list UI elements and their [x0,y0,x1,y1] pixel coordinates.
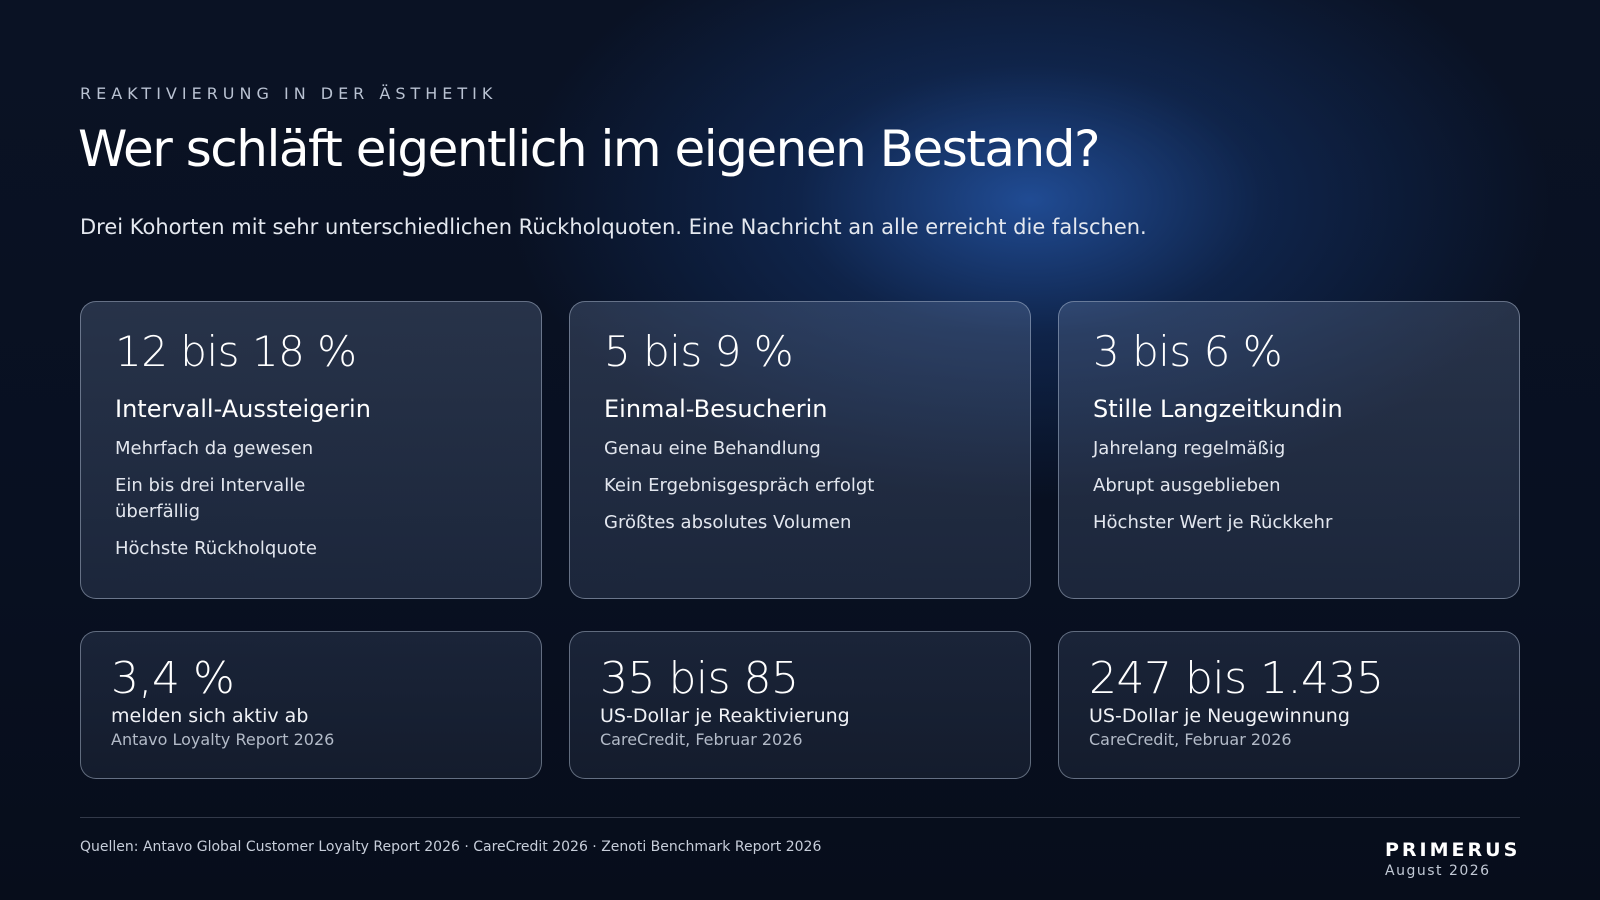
cohort-trait-list: Jahrelang regelmäßig Abrupt ausgeblieben… [1093,436,1485,536]
page-title: Wer schläft eigentlich im eigenen Bestan… [78,120,1101,178]
cohort-card-intervall: 12 bis 18 % Intervall-Aussteigerin Mehrf… [80,301,542,599]
cohort-name: Intervall-Aussteigerin [115,395,371,423]
footer-divider [80,817,1520,818]
cohort-rate: 12 bis 18 % [115,327,357,376]
stat-source: Antavo Loyalty Report 2026 [111,730,335,749]
stat-label: US-Dollar je Reaktivierung [600,705,850,727]
stat-card-reaktivierung: 35 bis 85 US-Dollar je Reaktivierung Car… [569,631,1031,779]
eyebrow-label: REAKTIVIERUNG IN DER ÄSTHETIK [80,84,498,103]
stat-card-neugewinnung: 247 bis 1.435 US-Dollar je Neugewinnung … [1058,631,1520,779]
page-subtitle: Drei Kohorten mit sehr unterschiedlichen… [80,215,1147,239]
cohort-trait: Kein Ergebnisgespräch erfolgt [604,475,875,496]
cohort-card-langzeit: 3 bis 6 % Stille Langzeitkundin Jahrelan… [1058,301,1520,599]
cohort-name: Stille Langzeitkundin [1093,395,1343,423]
stat-source: CareCredit, Februar 2026 [600,730,803,749]
cohort-trait: Abrupt ausgeblieben [1093,475,1281,496]
cohort-trait-list: Mehrfach da gewesen Ein bis drei Interva… [115,436,507,562]
footer-sources: Quellen: Antavo Global Customer Loyalty … [80,839,822,855]
brand-logo: PRIMERUS [1385,839,1521,861]
cohort-trait-list: Genau eine Behandlung Kein Ergebnisgespr… [604,436,996,536]
cohort-trait: Ein bis drei Intervalle überfällig [115,475,306,522]
cohort-rate: 5 bis 9 % [604,327,794,376]
cohort-trait: Höchster Wert je Rückkehr [1093,512,1333,533]
stat-label: melden sich aktiv ab [111,705,309,727]
cohort-trait: Mehrfach da gewesen [115,438,314,459]
cohort-trait: Jahrelang regelmäßig [1093,438,1286,459]
stat-source: CareCredit, Februar 2026 [1089,730,1292,749]
stat-value: 3,4 % [111,653,235,704]
stat-value: 247 bis 1.435 [1089,653,1384,704]
cohort-trait: Größtes absolutes Volumen [604,512,852,533]
stat-card-abmeldung: 3,4 % melden sich aktiv ab Antavo Loyalt… [80,631,542,779]
footer-date: August 2026 [1385,863,1491,879]
stat-value: 35 bis 85 [600,653,799,704]
cohort-card-einmal: 5 bis 9 % Einmal-Besucherin Genau eine B… [569,301,1031,599]
cohort-trait: Höchste Rückholquote [115,538,317,559]
stat-label: US-Dollar je Neugewinnung [1089,705,1350,727]
cohort-name: Einmal-Besucherin [604,395,828,423]
cohort-rate: 3 bis 6 % [1093,327,1283,376]
cohort-trait: Genau eine Behandlung [604,438,821,459]
